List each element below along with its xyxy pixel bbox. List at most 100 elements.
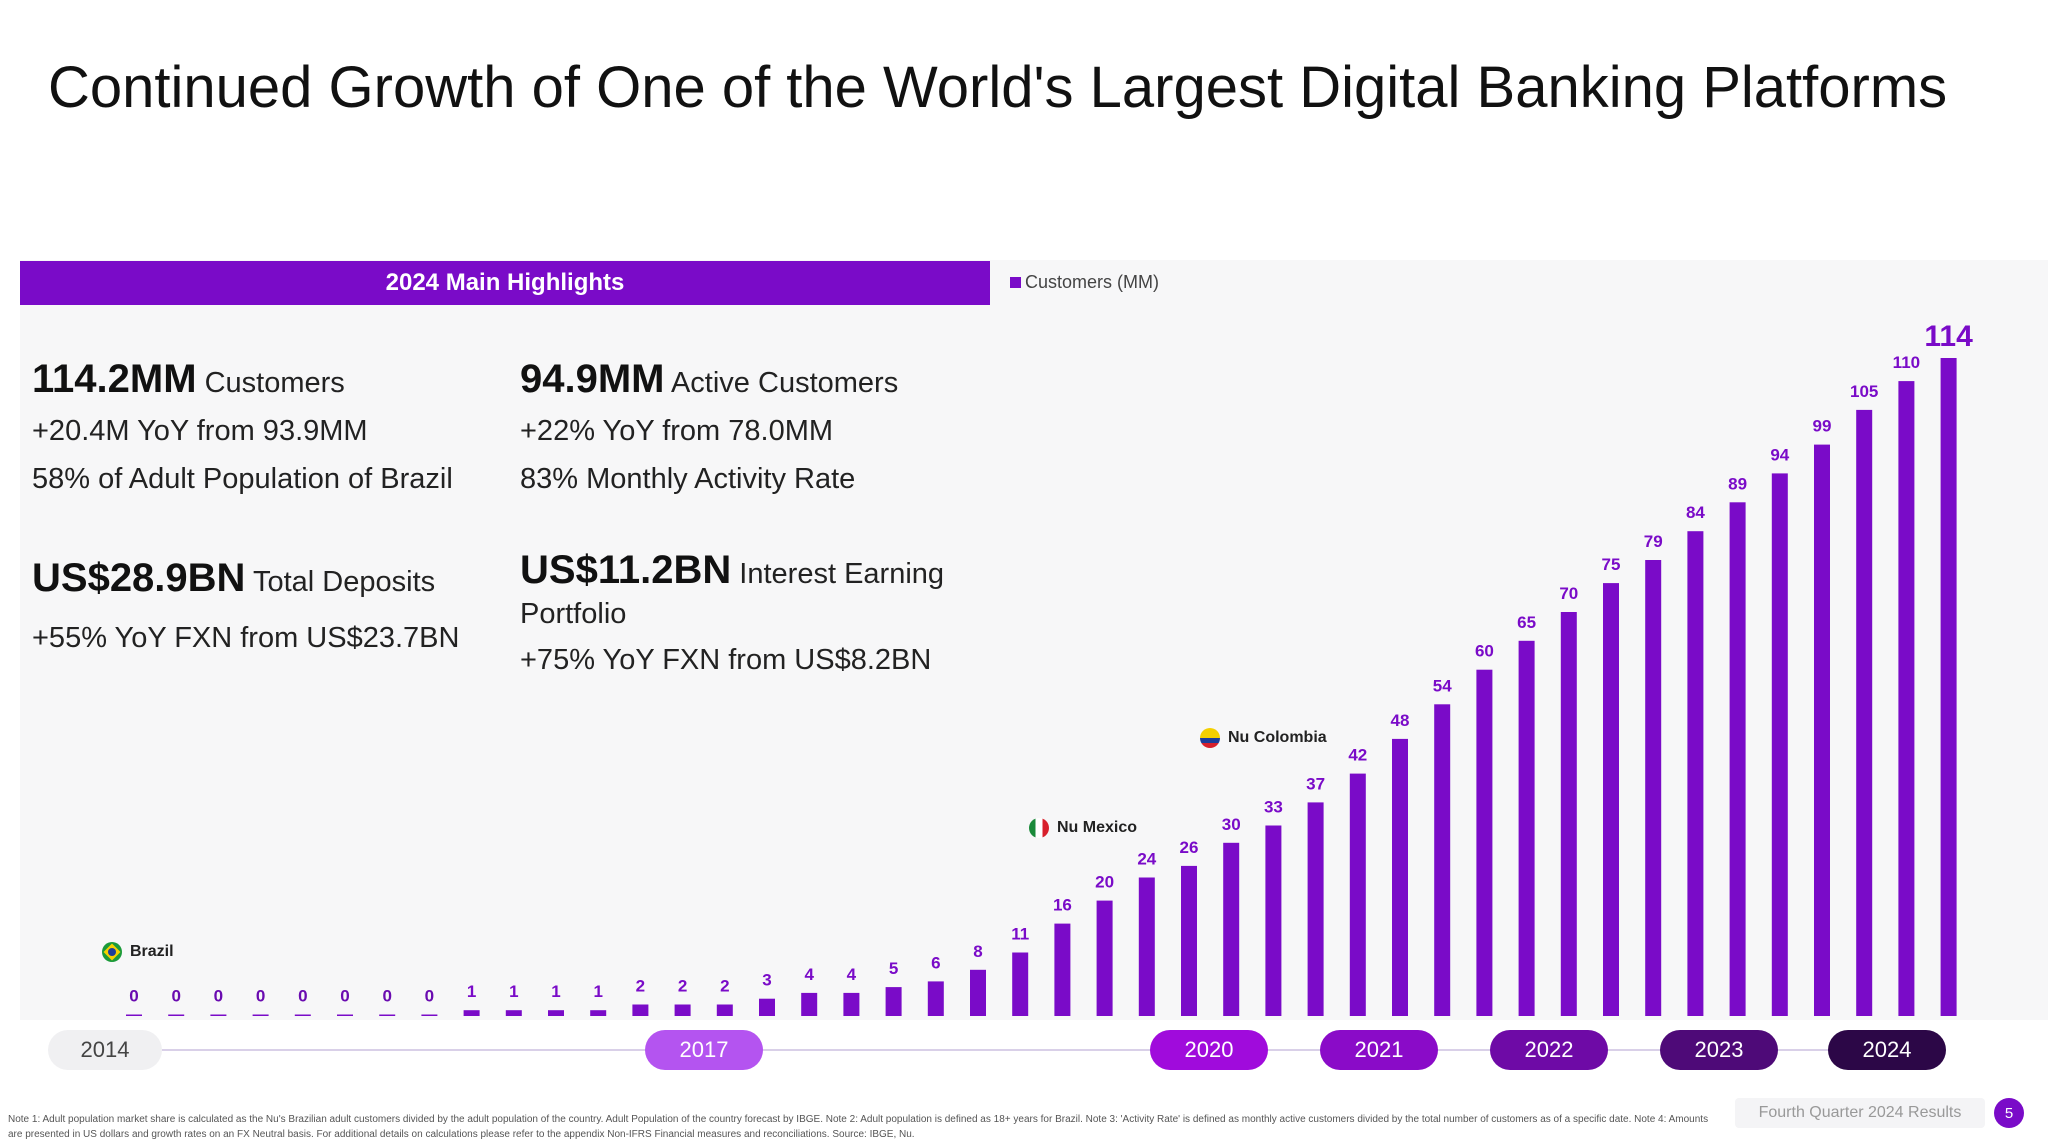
bar-label-8: 1: [467, 982, 476, 1001]
bar-label-15: 3: [762, 971, 771, 990]
stat-active-line2: 83% Monthly Activity Rate: [520, 463, 856, 495]
stat-portfolio: US$11.2BN Interest Earning Portfolio +75…: [520, 550, 944, 680]
stat-portfolio-line1: +75% YoY FXN from US$8.2BN: [520, 644, 932, 676]
bar-label-9: 1: [509, 982, 518, 1001]
bar-14: [716, 1004, 733, 1016]
stat-active-value: 94.9MM: [520, 357, 665, 401]
bar-37: [1687, 531, 1704, 1016]
bar-5: [337, 1014, 353, 1016]
marker-colombia: Nu Colombia: [1200, 728, 1327, 748]
bar-12: [632, 1004, 649, 1016]
bar-17: [843, 992, 860, 1016]
timeline-2024: 2024: [1828, 1030, 1946, 1070]
footnotes: Note 1: Adult population market share is…: [8, 1114, 1709, 1140]
bar-label-27: 33: [1264, 798, 1283, 817]
bar-label-13: 2: [678, 977, 687, 996]
stat-active-label: Active Customers: [670, 367, 899, 399]
bar-label-2: 0: [214, 987, 223, 1006]
bar-9: [505, 1010, 522, 1016]
bar-label-42: 110: [1893, 353, 1920, 372]
bar-0: [126, 1014, 142, 1016]
bar-label-4: 0: [298, 987, 307, 1006]
bar-11: [590, 1010, 607, 1016]
bar-label-30: 48: [1391, 711, 1410, 730]
bar-label-24: 24: [1137, 850, 1156, 869]
timeline-2021: 2021: [1320, 1030, 1438, 1070]
bar-3: [252, 1014, 269, 1016]
bar-1: [168, 1014, 185, 1016]
stat-deposits-label: Total Deposits: [252, 566, 436, 598]
stat-customers-line2: 58% of Adult Population of Brazil: [32, 463, 453, 495]
page-title: Continued Growth of One of the World's L…: [48, 55, 1948, 120]
bar-label-22: 16: [1053, 896, 1072, 915]
mexico-flag-icon: [1029, 818, 1049, 838]
bar-20: [970, 969, 986, 1016]
bar-label-39: 94: [1770, 445, 1789, 464]
bar-label-31: 54: [1433, 676, 1452, 695]
bar-label-40: 99: [1813, 417, 1832, 436]
bar-label-29: 42: [1348, 746, 1367, 765]
bar-29: [1349, 773, 1366, 1016]
bar-26: [1223, 842, 1240, 1016]
chart-legend: Customers (MM): [1010, 272, 1159, 293]
bar-label-35: 75: [1602, 555, 1621, 574]
bar-7: [421, 1014, 438, 1016]
marker-mexico-label: Nu Mexico: [1057, 819, 1138, 836]
stat-active: 94.9MM Active Customers +22% YoY from 78…: [520, 355, 898, 503]
bar-16: [801, 992, 818, 1016]
stat-deposits-value: US$28.9BN: [32, 556, 246, 600]
bar-label-23: 20: [1095, 873, 1114, 892]
bar-label-25: 26: [1180, 838, 1199, 857]
bar-4: [294, 1014, 311, 1016]
marker-brazil-label: Brazil: [130, 943, 174, 960]
bar-label-17: 4: [847, 965, 857, 984]
bar-label-14: 2: [720, 977, 729, 996]
highlights-header: 2024 Main Highlights: [20, 261, 990, 305]
legend-swatch: [1010, 277, 1021, 288]
bar-43: [1940, 358, 1957, 1016]
stat-active-line1: +22% YoY from 78.0MM: [520, 415, 834, 447]
bar-13: [674, 1004, 691, 1016]
stat-portfolio-label: Interest Earning: [739, 558, 945, 590]
bar-label-3: 0: [256, 987, 265, 1006]
bar-38: [1729, 502, 1746, 1016]
stat-portfolio-value: US$11.2BN: [520, 548, 732, 592]
bar-6: [379, 1014, 396, 1016]
bar-label-1: 0: [171, 987, 180, 1006]
bar-40: [1814, 444, 1830, 1017]
colombia-flag-icon: [1200, 728, 1220, 748]
bar-10: [548, 1010, 564, 1016]
timeline-line: [162, 1049, 1942, 1051]
bar-label-19: 6: [931, 953, 940, 972]
bar-label-38: 89: [1728, 474, 1747, 493]
timeline-2023: 2023: [1660, 1030, 1778, 1070]
bar-34: [1560, 612, 1577, 1016]
bar-28: [1307, 802, 1324, 1016]
bar-label-37: 84: [1686, 503, 1705, 522]
bar-label-20: 8: [973, 942, 982, 961]
bar-31: [1434, 704, 1451, 1016]
bar-label-43: 114: [1924, 320, 1973, 353]
stat-customers-value: 114.2MM: [32, 357, 197, 401]
footer-label: Fourth Quarter 2024 Results: [1735, 1098, 1985, 1128]
bar-21: [1012, 952, 1029, 1016]
marker-brazil: Brazil: [102, 942, 174, 962]
stat-customers-label: Customers: [204, 367, 345, 399]
bar-36: [1645, 560, 1662, 1016]
bar-25: [1181, 865, 1197, 1016]
bar-label-26: 30: [1222, 815, 1241, 834]
bar-label-28: 37: [1306, 774, 1325, 793]
legend-label: Customers (MM): [1025, 272, 1159, 292]
timeline-2022: 2022: [1490, 1030, 1608, 1070]
bar-22: [1054, 923, 1071, 1016]
bar-label-32: 60: [1475, 642, 1494, 661]
bar-label-10: 1: [551, 982, 560, 1001]
stat-portfolio-label2: Portfolio: [520, 598, 627, 630]
bar-19: [927, 981, 944, 1016]
bar-label-21: 11: [1011, 925, 1029, 944]
bar-label-33: 65: [1517, 613, 1536, 632]
bar-2: [210, 1014, 227, 1016]
bar-label-12: 2: [636, 977, 645, 996]
timeline-2017: 2017: [645, 1030, 763, 1070]
